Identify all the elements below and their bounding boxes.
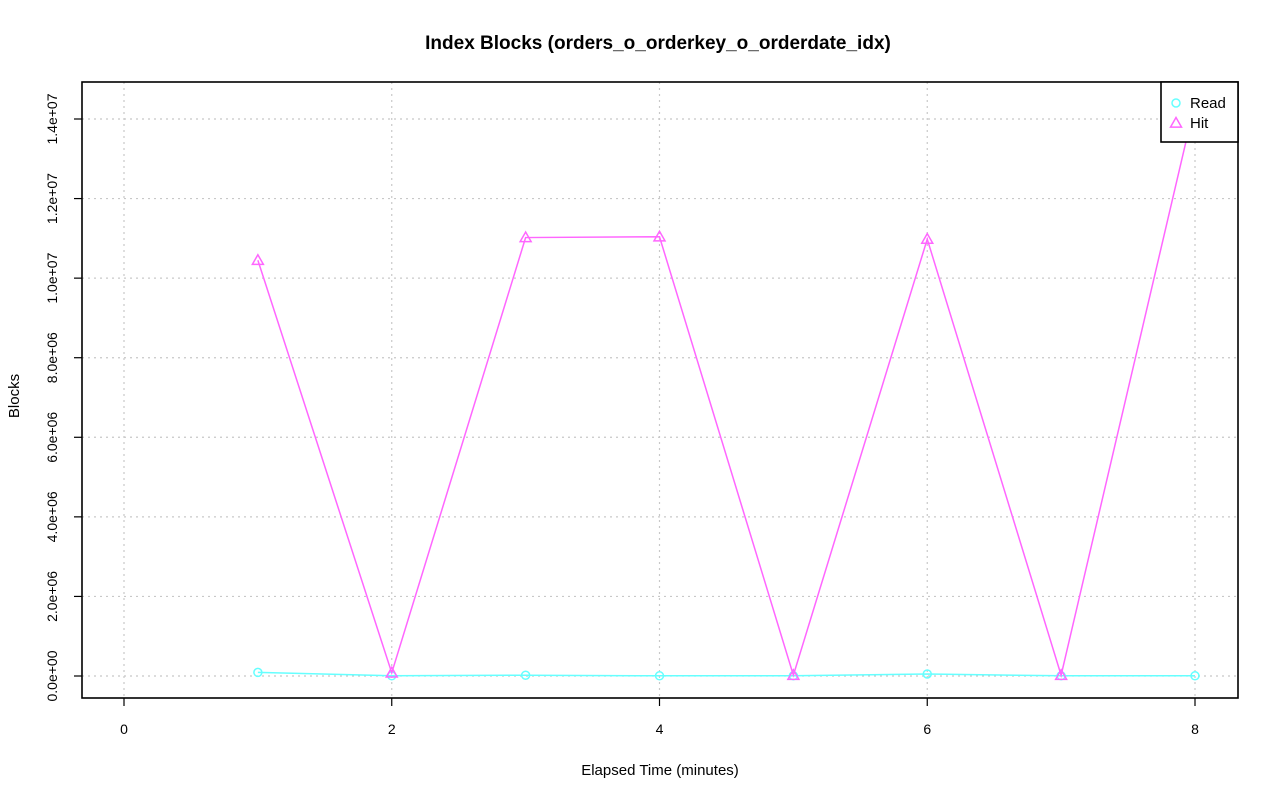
legend-label-hit: Hit bbox=[1190, 115, 1209, 132]
series-line-hit bbox=[257, 102, 1196, 679]
x-tick-label: 8 bbox=[1191, 721, 1199, 737]
y-tick-label: 1.4e+07 bbox=[44, 93, 60, 144]
y-tick-label: 8.0e+06 bbox=[44, 332, 60, 383]
data-point-hit bbox=[1054, 668, 1068, 681]
x-axis: 0 2 4 6 8 bbox=[120, 698, 1199, 737]
y-tick-label: 1.2e+07 bbox=[44, 173, 60, 224]
data-point-hit bbox=[251, 253, 265, 266]
y-tick-label: 2.0e+06 bbox=[44, 571, 60, 622]
series-hit bbox=[251, 96, 1202, 681]
data-point-hit bbox=[384, 665, 399, 678]
series-line-read bbox=[257, 671, 1195, 677]
y-tick-label: 1.0e+07 bbox=[44, 252, 60, 303]
data-point-hit bbox=[920, 232, 935, 245]
legend: Read Hit bbox=[1160, 81, 1239, 143]
x-tick-label: 6 bbox=[923, 721, 931, 737]
data-point-hit bbox=[518, 230, 533, 243]
legend-marker-read bbox=[1171, 98, 1181, 108]
data-point-read bbox=[253, 667, 263, 678]
legend-marker-hit bbox=[1169, 115, 1183, 128]
chart-title: Index Blocks (orders_o_orderkey_o_orderd… bbox=[425, 33, 891, 54]
x-tick-label: 4 bbox=[656, 721, 664, 737]
y-tick-label: 0.0e+00 bbox=[44, 650, 60, 701]
y-axis-label: Blocks bbox=[6, 374, 23, 418]
data-point-hit bbox=[786, 668, 801, 681]
x-axis-label: Elapsed Time (minutes) bbox=[581, 762, 739, 779]
x-tick-label: 2 bbox=[388, 721, 396, 737]
grid bbox=[82, 82, 1238, 698]
data-point-hit bbox=[652, 229, 667, 242]
data-point-read bbox=[520, 670, 531, 680]
data-point-read bbox=[654, 671, 665, 681]
y-axis: 0.0e+00 2.0e+06 4.0e+06 6.0e+06 8.0e+06 1.0e+… bbox=[44, 93, 82, 702]
y-tick-label: 4.0e+06 bbox=[44, 491, 60, 542]
legend-box bbox=[1160, 81, 1239, 143]
legend-label-read: Read bbox=[1190, 95, 1226, 112]
y-tick-label: 6.0e+06 bbox=[44, 412, 60, 463]
series-layer bbox=[251, 96, 1202, 681]
x-tick-label: 0 bbox=[120, 721, 128, 737]
data-point-read bbox=[1190, 671, 1200, 681]
data-point-read bbox=[922, 669, 932, 679]
